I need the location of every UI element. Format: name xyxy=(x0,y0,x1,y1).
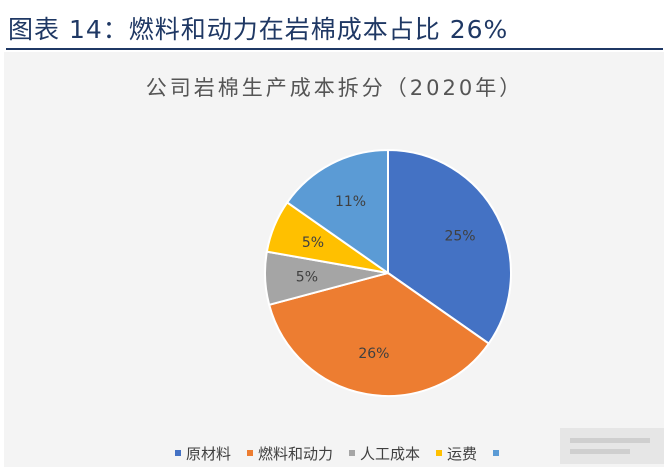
legend-swatch xyxy=(247,450,254,456)
legend-label: 燃料和动力 xyxy=(258,444,334,463)
watermark-bar xyxy=(570,438,650,443)
chart-title: 公司岩棉生产成本拆分（2020年） xyxy=(145,76,524,100)
legend-item xyxy=(493,450,504,456)
legend-swatch xyxy=(493,450,500,456)
legend-item: 运费 xyxy=(436,443,477,464)
legend-label: 原材料 xyxy=(186,444,232,463)
chart-legend: 原材料 燃料和动力 人工成本 运费 xyxy=(175,442,520,464)
watermark-overlay xyxy=(560,428,664,464)
pie-slice xyxy=(387,148,512,345)
legend-swatch xyxy=(175,450,181,456)
pie-slice xyxy=(267,271,491,397)
legend-swatch xyxy=(349,450,356,456)
legend-swatch xyxy=(436,450,443,456)
legend-item: 原材料 xyxy=(175,443,231,464)
legend-label: 运费 xyxy=(447,444,478,463)
header-rule xyxy=(6,48,663,50)
legend-label: 人工成本 xyxy=(360,444,421,463)
watermark-bar xyxy=(570,449,630,454)
slice-data-label: 11% xyxy=(335,194,366,210)
slice-data-label: 5% xyxy=(296,270,318,286)
figure-title: 图表 14：燃料和动力在岩棉成本占比 26% xyxy=(8,15,509,44)
slice-data-label: 25% xyxy=(444,229,475,245)
slice-data-label: 5% xyxy=(302,235,324,251)
legend-item: 燃料和动力 xyxy=(247,443,333,464)
figure-header: 图表 14：燃料和动力在岩棉成本占比 26% xyxy=(0,0,669,50)
slice-data-label: 26% xyxy=(358,346,389,362)
pie-slice xyxy=(285,148,389,275)
legend-item: 人工成本 xyxy=(349,443,420,464)
